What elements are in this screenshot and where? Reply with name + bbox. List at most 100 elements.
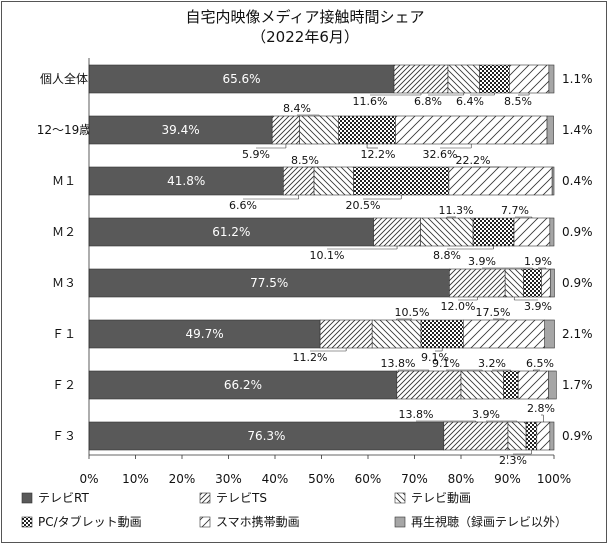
data-label: 76.3% [247, 429, 285, 443]
legend-swatch [199, 492, 211, 504]
data-label: 0.9% [562, 429, 593, 443]
bar-segment [373, 217, 421, 247]
data-label: 6.6% [229, 199, 257, 212]
data-label: 8.8% [433, 249, 461, 262]
data-label: 77.5% [250, 276, 288, 290]
bar-segment [447, 64, 480, 94]
bar-segment [371, 319, 422, 349]
data-label: 2.8% [527, 402, 555, 415]
bar-segment [420, 319, 464, 349]
chart-subtitle: （2022年6月） [251, 28, 359, 46]
data-label: 7.7% [501, 204, 529, 217]
bar-row: 12〜19歳 39.4% 5.9% 8.4% 12.2% 32.6% 1.4% [37, 102, 593, 161]
data-label: 8.5% [504, 95, 532, 108]
data-label: 3.9% [524, 300, 552, 313]
x-tick-label: 90% [494, 472, 521, 486]
chart-title: 自宅内映像メディア接触時間シェア [186, 8, 425, 26]
legend-label: テレビ動画 [411, 491, 471, 505]
bar-segment [504, 268, 524, 298]
legend-swatch [394, 516, 406, 528]
data-label: 17.5% [476, 306, 511, 319]
data-label: 10.5% [395, 306, 430, 319]
data-label: 0.4% [562, 174, 593, 188]
data-label: 11.2% [293, 351, 328, 364]
bar-segment [548, 64, 555, 94]
bar-segment [393, 64, 449, 94]
bar-segment [460, 370, 504, 400]
legend-item: テレビRT [21, 491, 89, 505]
data-label: 0.9% [562, 276, 593, 290]
data-label: 49.7% [185, 327, 223, 341]
bar-row: Ｆ２ 66.2% 13.8% 9.1% 3.2% 6.5% 1.7% [52, 357, 593, 400]
bar-segment [463, 319, 546, 349]
category-label: Ｍ３ [52, 276, 76, 290]
bar-segment [503, 370, 519, 400]
bar-segment [88, 217, 374, 247]
x-tick-label: 30% [215, 472, 242, 486]
data-label: 2.1% [562, 327, 593, 341]
x-axis: 0% 10% 20% 30% 40% 50% 60% 70% 80% 90% 100% [79, 58, 571, 486]
bar-segment [549, 217, 555, 247]
category-label: Ｍ１ [52, 174, 76, 188]
bar-segment [546, 115, 554, 145]
bar-segment [509, 64, 550, 94]
category-label: Ｆ１ [52, 327, 76, 341]
bar-segment [479, 64, 510, 94]
data-label: 8.5% [291, 154, 319, 167]
data-label: 6.5% [526, 357, 554, 370]
bar-segment [299, 115, 340, 145]
legend-item: PC/タブレット動画 [21, 514, 142, 529]
legend-item: テレビ動画 [394, 491, 471, 505]
data-label: 5.9% [242, 148, 270, 161]
data-label: 1.1% [562, 72, 593, 86]
data-label: 13.8% [381, 357, 416, 370]
data-label: 3.9% [472, 408, 500, 421]
bar-row: Ｍ１ 41.8% 6.6% 8.5% 20.5% 22.2% 0.4% [52, 154, 593, 212]
data-label: 41.8% [167, 174, 205, 188]
legend: テレビRT テレビTS テレビ動画 PC/タブレット動画 スマホ携帯動画 再生視聴（録画テ… [21, 491, 567, 529]
bar-segment [353, 166, 450, 196]
bar-segment [395, 115, 548, 145]
bar-segment [548, 370, 557, 400]
category-label: Ｍ２ [52, 225, 76, 239]
legend-swatch [199, 516, 211, 528]
x-tick-label: 80% [448, 472, 475, 486]
bar-row: Ｍ２ 61.2% 10.1% 11.3% 8.8% 7.7% 0.9% [52, 204, 593, 262]
legend-item: テレビTS [199, 491, 267, 505]
data-label: 3.2% [478, 357, 506, 370]
bar-segment [448, 166, 553, 196]
legend-label: PC/タブレット動画 [38, 514, 142, 529]
data-label: 61.2% [212, 225, 250, 239]
bar-segment [338, 115, 396, 145]
bar-segment [88, 166, 284, 196]
bar-segment [319, 319, 373, 349]
bar-segment [549, 268, 555, 298]
data-label: 8.4% [283, 102, 311, 115]
legend-item: スマホ携帯動画 [199, 514, 300, 529]
data-label: 2.3% [499, 454, 527, 467]
bar-row: Ｆ１ 49.7% 11.2% 10.5% 9.1% 17.5% 2.1% [52, 306, 593, 364]
bar-segment [449, 268, 506, 298]
bar-segment [283, 166, 315, 196]
bar-row: 個人全体 65.6% 11.6% 6.8% 6.4% 8.5% 1.1% [40, 64, 593, 108]
x-tick-label: 10% [122, 472, 149, 486]
data-label: 9.1% [432, 357, 460, 370]
data-label: 12.2% [361, 148, 396, 161]
bar-segment [536, 421, 551, 451]
legend-label: テレビTS [216, 491, 267, 505]
bar-row: Ｍ３ 77.5% 12.0% 3.9% 3.9% 1.9% 0.9% [52, 255, 593, 313]
bar-segment [513, 217, 551, 247]
data-label: 6.8% [414, 95, 442, 108]
x-tick-label: 0% [79, 472, 98, 486]
data-label: 11.6% [353, 95, 388, 108]
legend-swatch [21, 492, 33, 504]
category-label: 12〜19歳 [37, 123, 92, 137]
bar-segment [420, 217, 474, 247]
bar-segment [88, 64, 395, 94]
bar-segment [313, 166, 354, 196]
bar-segment [523, 268, 542, 298]
legend-label: テレビRT [38, 491, 89, 505]
data-label: 3.9% [468, 255, 496, 268]
bar-segment [396, 370, 462, 400]
